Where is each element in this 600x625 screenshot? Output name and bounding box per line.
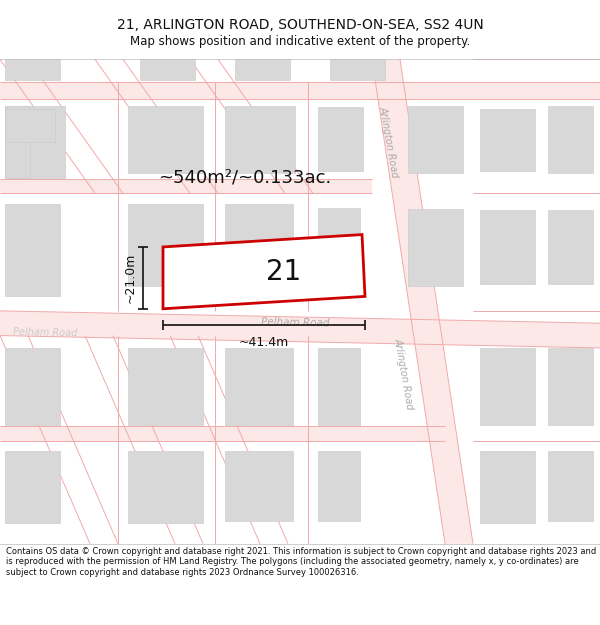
Bar <box>0 426 445 441</box>
Bar <box>548 210 593 284</box>
Bar <box>548 451 593 521</box>
Bar <box>128 348 203 425</box>
Text: Pelham Road: Pelham Road <box>13 327 77 338</box>
Bar <box>5 109 55 142</box>
Text: Arlington Road: Arlington Road <box>378 105 400 179</box>
Bar <box>5 348 60 425</box>
Bar <box>128 106 203 172</box>
Bar <box>140 59 195 80</box>
Text: Pelham Road: Pelham Road <box>260 318 329 329</box>
Bar <box>480 348 535 425</box>
Bar <box>408 209 463 286</box>
Text: 21: 21 <box>266 258 301 286</box>
Bar <box>548 106 593 172</box>
Text: Arlington Road: Arlington Road <box>393 337 415 411</box>
Bar <box>225 348 293 425</box>
Bar <box>128 451 203 523</box>
Bar <box>0 82 600 99</box>
Polygon shape <box>372 59 473 544</box>
Text: 21, ARLINGTON ROAD, SOUTHEND-ON-SEA, SS2 4UN: 21, ARLINGTON ROAD, SOUTHEND-ON-SEA, SS2… <box>116 18 484 32</box>
Bar <box>225 451 293 521</box>
Text: ~540m²/~0.133ac.: ~540m²/~0.133ac. <box>158 169 332 187</box>
Bar <box>318 107 363 171</box>
Bar <box>548 348 593 425</box>
Text: ~41.4m: ~41.4m <box>239 336 289 349</box>
Bar <box>5 451 60 523</box>
Bar <box>0 179 372 193</box>
Polygon shape <box>0 311 600 348</box>
Bar <box>318 451 360 521</box>
Bar <box>128 204 203 286</box>
Text: Map shows position and indicative extent of the property.: Map shows position and indicative extent… <box>130 36 470 48</box>
Bar <box>5 204 60 296</box>
Bar <box>5 59 60 80</box>
Polygon shape <box>163 234 365 309</box>
Bar <box>5 106 65 178</box>
Text: Contains OS data © Crown copyright and database right 2021. This information is : Contains OS data © Crown copyright and d… <box>6 547 596 577</box>
Bar <box>5 106 30 178</box>
Bar <box>225 204 293 284</box>
Bar <box>318 348 360 425</box>
Bar <box>480 451 535 523</box>
Bar <box>330 59 385 80</box>
Bar <box>235 59 290 80</box>
Bar <box>480 210 535 284</box>
Bar <box>408 106 463 172</box>
Bar <box>480 109 535 171</box>
Bar <box>225 106 295 172</box>
Bar <box>318 208 360 282</box>
Text: ~21.0m: ~21.0m <box>124 253 137 303</box>
